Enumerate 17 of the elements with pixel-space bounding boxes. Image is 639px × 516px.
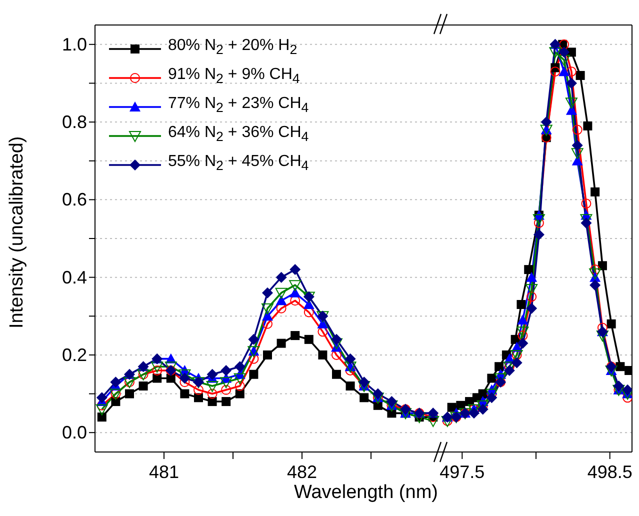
y-tick-label: 0.2 bbox=[62, 344, 87, 365]
y-axis-title: Intensity (uncalibrated) bbox=[6, 136, 28, 328]
legend-label: 55% N$_{2}$ + 45% CH$_{4}$ bbox=[168, 152, 309, 176]
legend-label: 77% N$_{2}$ + 23% CH$_{4}$ bbox=[168, 94, 309, 118]
y-tick-label: 1.0 bbox=[62, 34, 87, 54]
y-tick-label: 0.6 bbox=[62, 190, 87, 210]
y-tick-label: 0.4 bbox=[62, 267, 87, 288]
x-tick-label: 497.5 bbox=[440, 462, 485, 482]
x-tick-label: 481 bbox=[148, 462, 180, 482]
legend-label: 91% N$_{2}$ + 9% CH$_{4}$ bbox=[168, 65, 300, 89]
y-tick-label: 0.0 bbox=[62, 422, 87, 443]
legend-label: 80% N$_{2}$ + 20% H$_{2}$ bbox=[168, 36, 298, 60]
legend-label: 64% N$_{2}$ + 36% CH$_{4}$ bbox=[168, 123, 309, 147]
y-tick-label: 0.8 bbox=[62, 112, 87, 132]
x-axis-title: Wavelength (nm) bbox=[293, 482, 439, 504]
x-tick-label: 482 bbox=[286, 462, 318, 482]
x-tick-label: 498.5 bbox=[587, 462, 632, 482]
